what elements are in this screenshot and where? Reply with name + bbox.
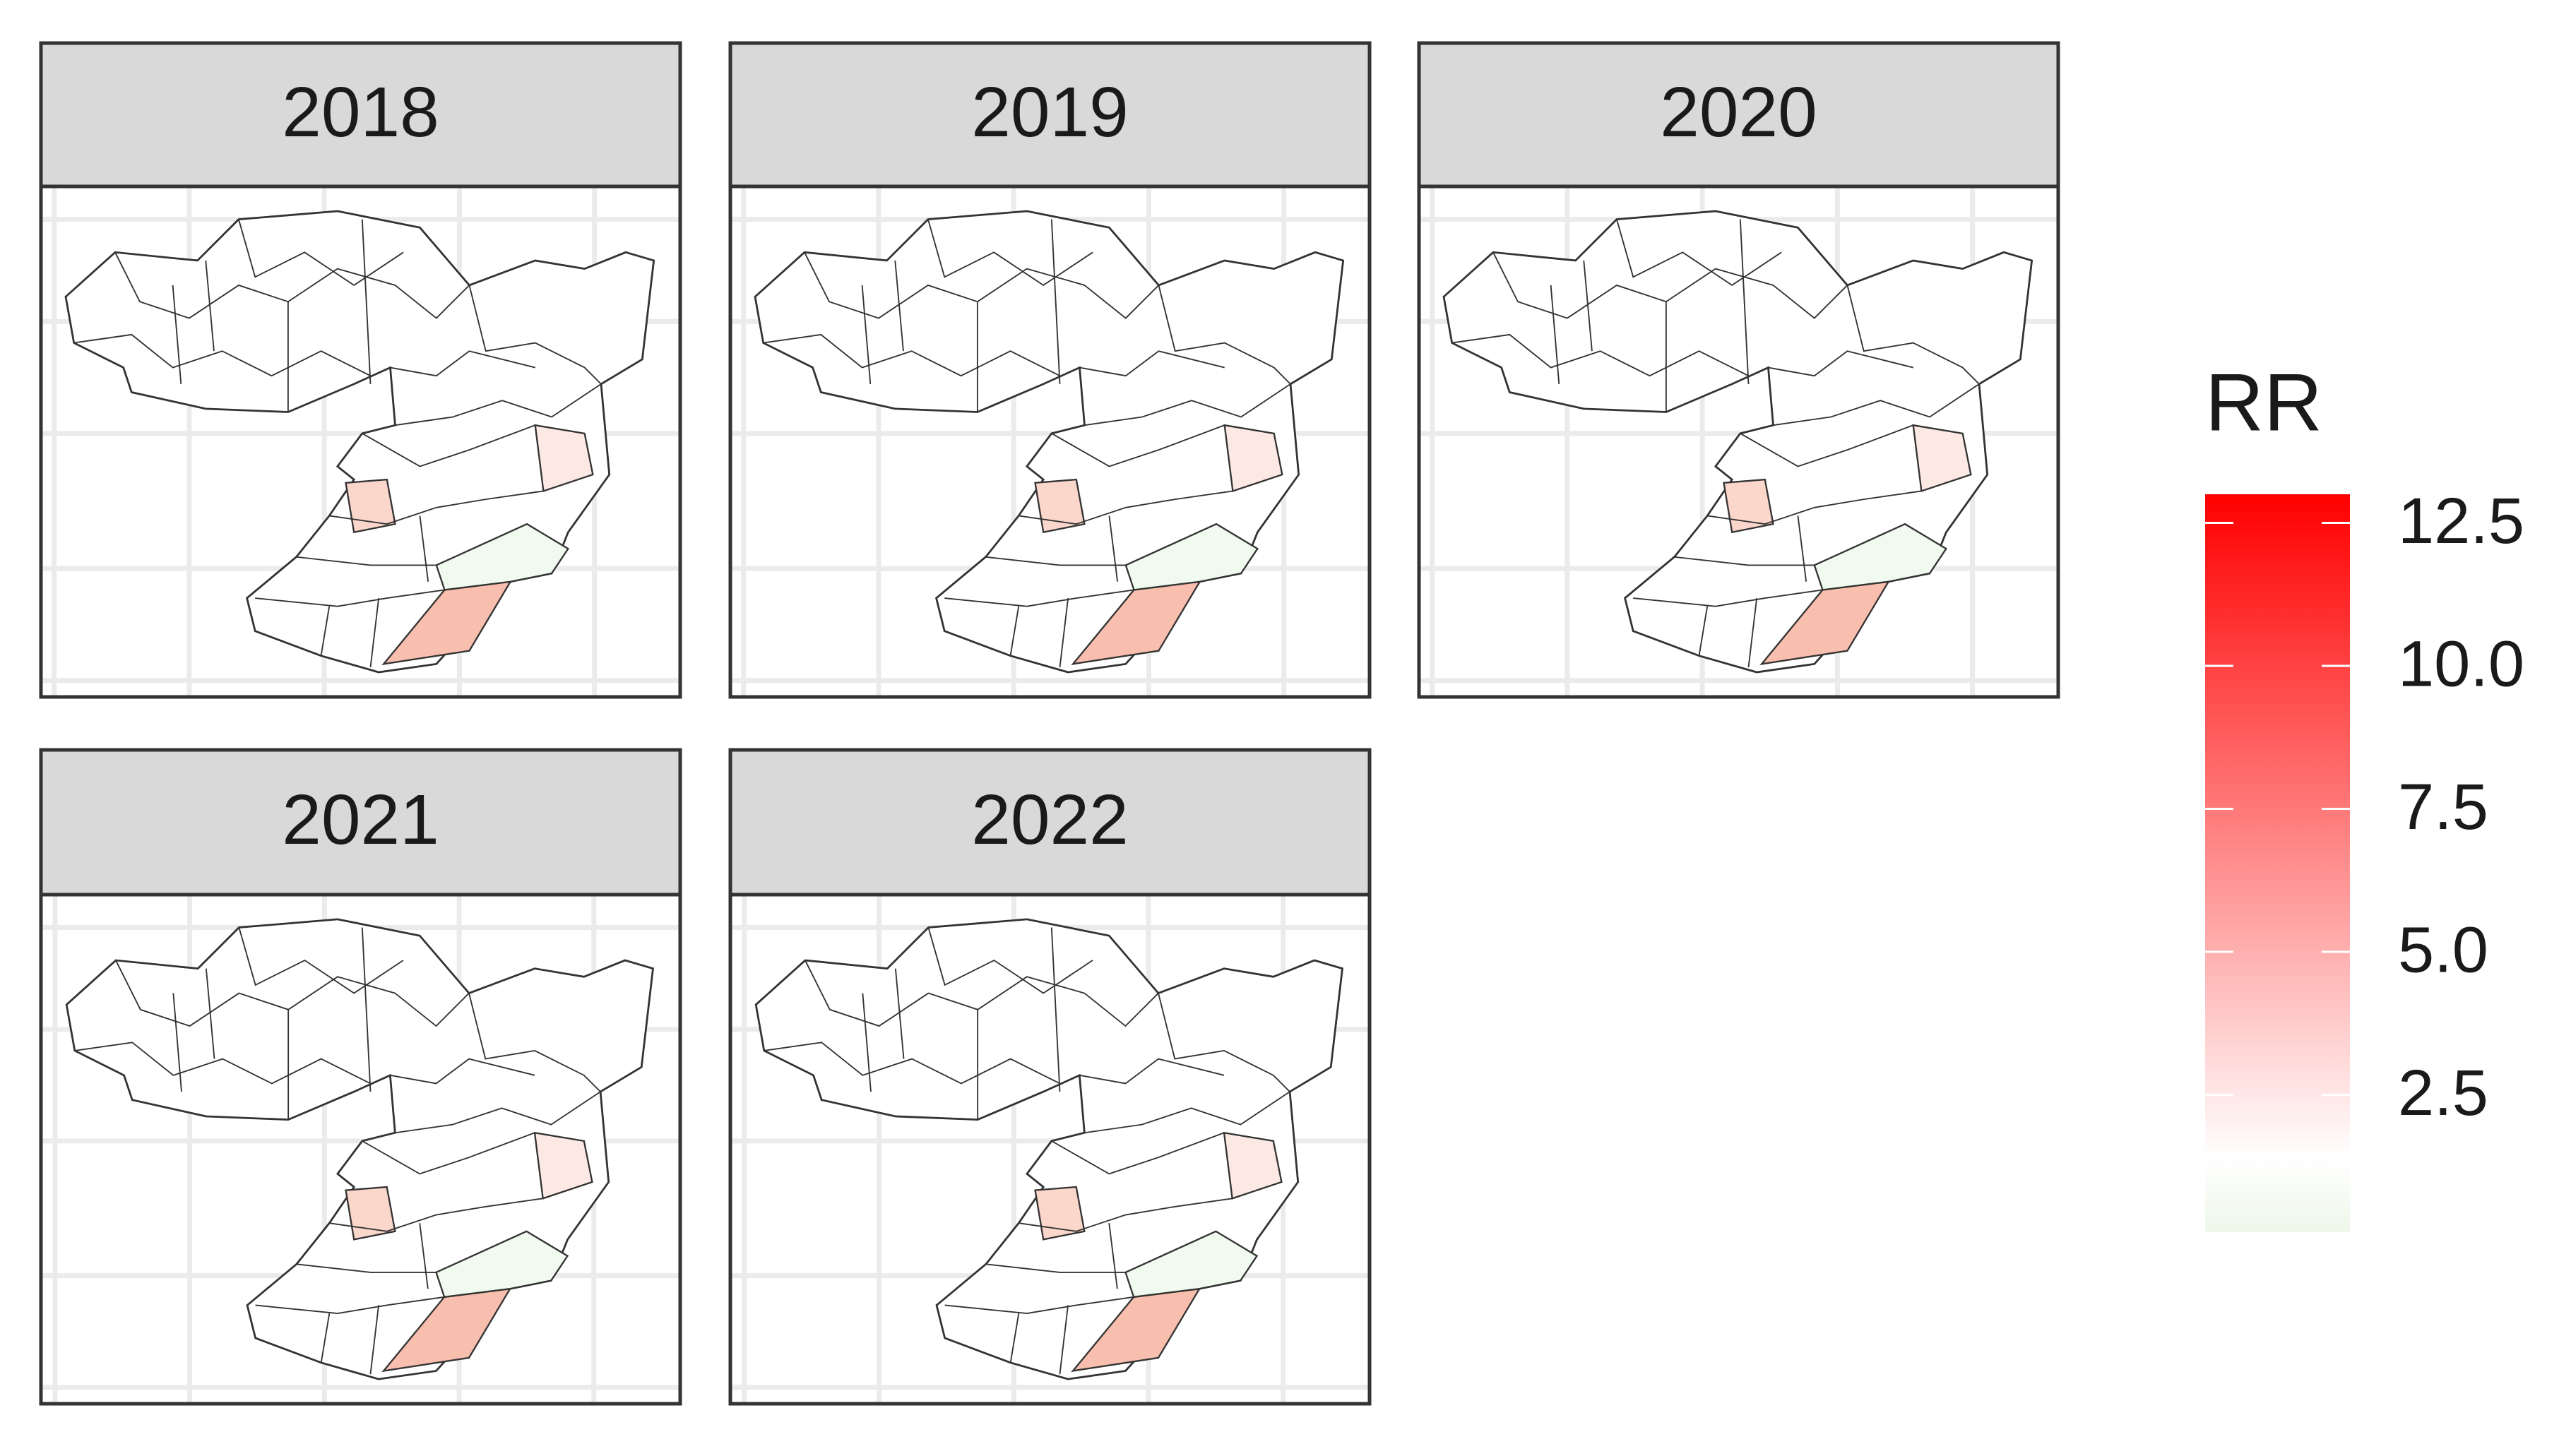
panel-border <box>39 893 682 1406</box>
legend-label: 10.0 <box>2398 628 2524 700</box>
facet-title: 2022 <box>971 780 1128 859</box>
legend-title: RR <box>2205 357 2322 448</box>
strip <box>1417 41 2060 189</box>
map <box>1419 186 2058 697</box>
legend-colorbar <box>2205 494 2350 1232</box>
panel-border <box>39 184 682 699</box>
panel-border <box>1417 184 2060 699</box>
map <box>42 895 679 1404</box>
map <box>730 186 1370 697</box>
panel-border <box>728 893 1372 1406</box>
strip <box>728 41 1372 189</box>
legend-label: 7.5 <box>2398 771 2488 843</box>
facet-title: 2019 <box>971 73 1128 152</box>
strip <box>39 41 682 189</box>
strip <box>39 748 682 897</box>
map <box>41 186 680 697</box>
panel-border <box>728 184 1372 699</box>
facet-title: 2021 <box>282 780 439 859</box>
legend-label: 5.0 <box>2398 914 2488 986</box>
facet-title: 2018 <box>282 73 439 152</box>
map <box>731 895 1368 1404</box>
facet-title: 2020 <box>1660 73 1817 152</box>
strip <box>728 748 1372 897</box>
legend-label: 12.5 <box>2398 485 2524 557</box>
legend-label: 2.5 <box>2398 1057 2488 1129</box>
